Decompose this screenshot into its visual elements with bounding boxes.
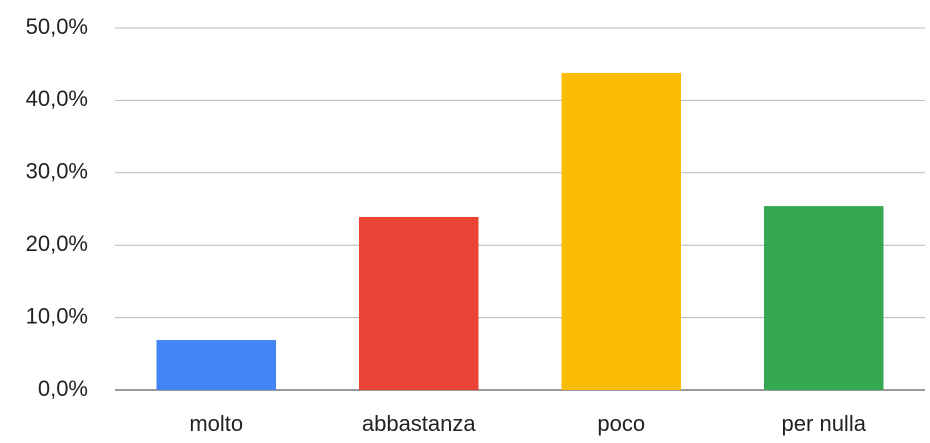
y-tick-label: 30,0% (26, 159, 88, 184)
bar (156, 340, 276, 390)
y-tick-label: 20,0% (26, 231, 88, 256)
x-tick-label: abbastanza (362, 411, 477, 436)
bar (561, 72, 681, 390)
bar (764, 206, 884, 390)
x-tick-label: per nulla (782, 411, 867, 436)
x-tick-label: poco (597, 411, 645, 436)
y-tick-label: 0,0% (38, 376, 88, 401)
y-tick-label: 50,0% (26, 14, 88, 39)
x-tick-label: molto (189, 411, 243, 436)
bar (359, 216, 479, 390)
y-tick-label: 10,0% (26, 303, 88, 328)
y-tick-label: 40,0% (26, 86, 88, 111)
